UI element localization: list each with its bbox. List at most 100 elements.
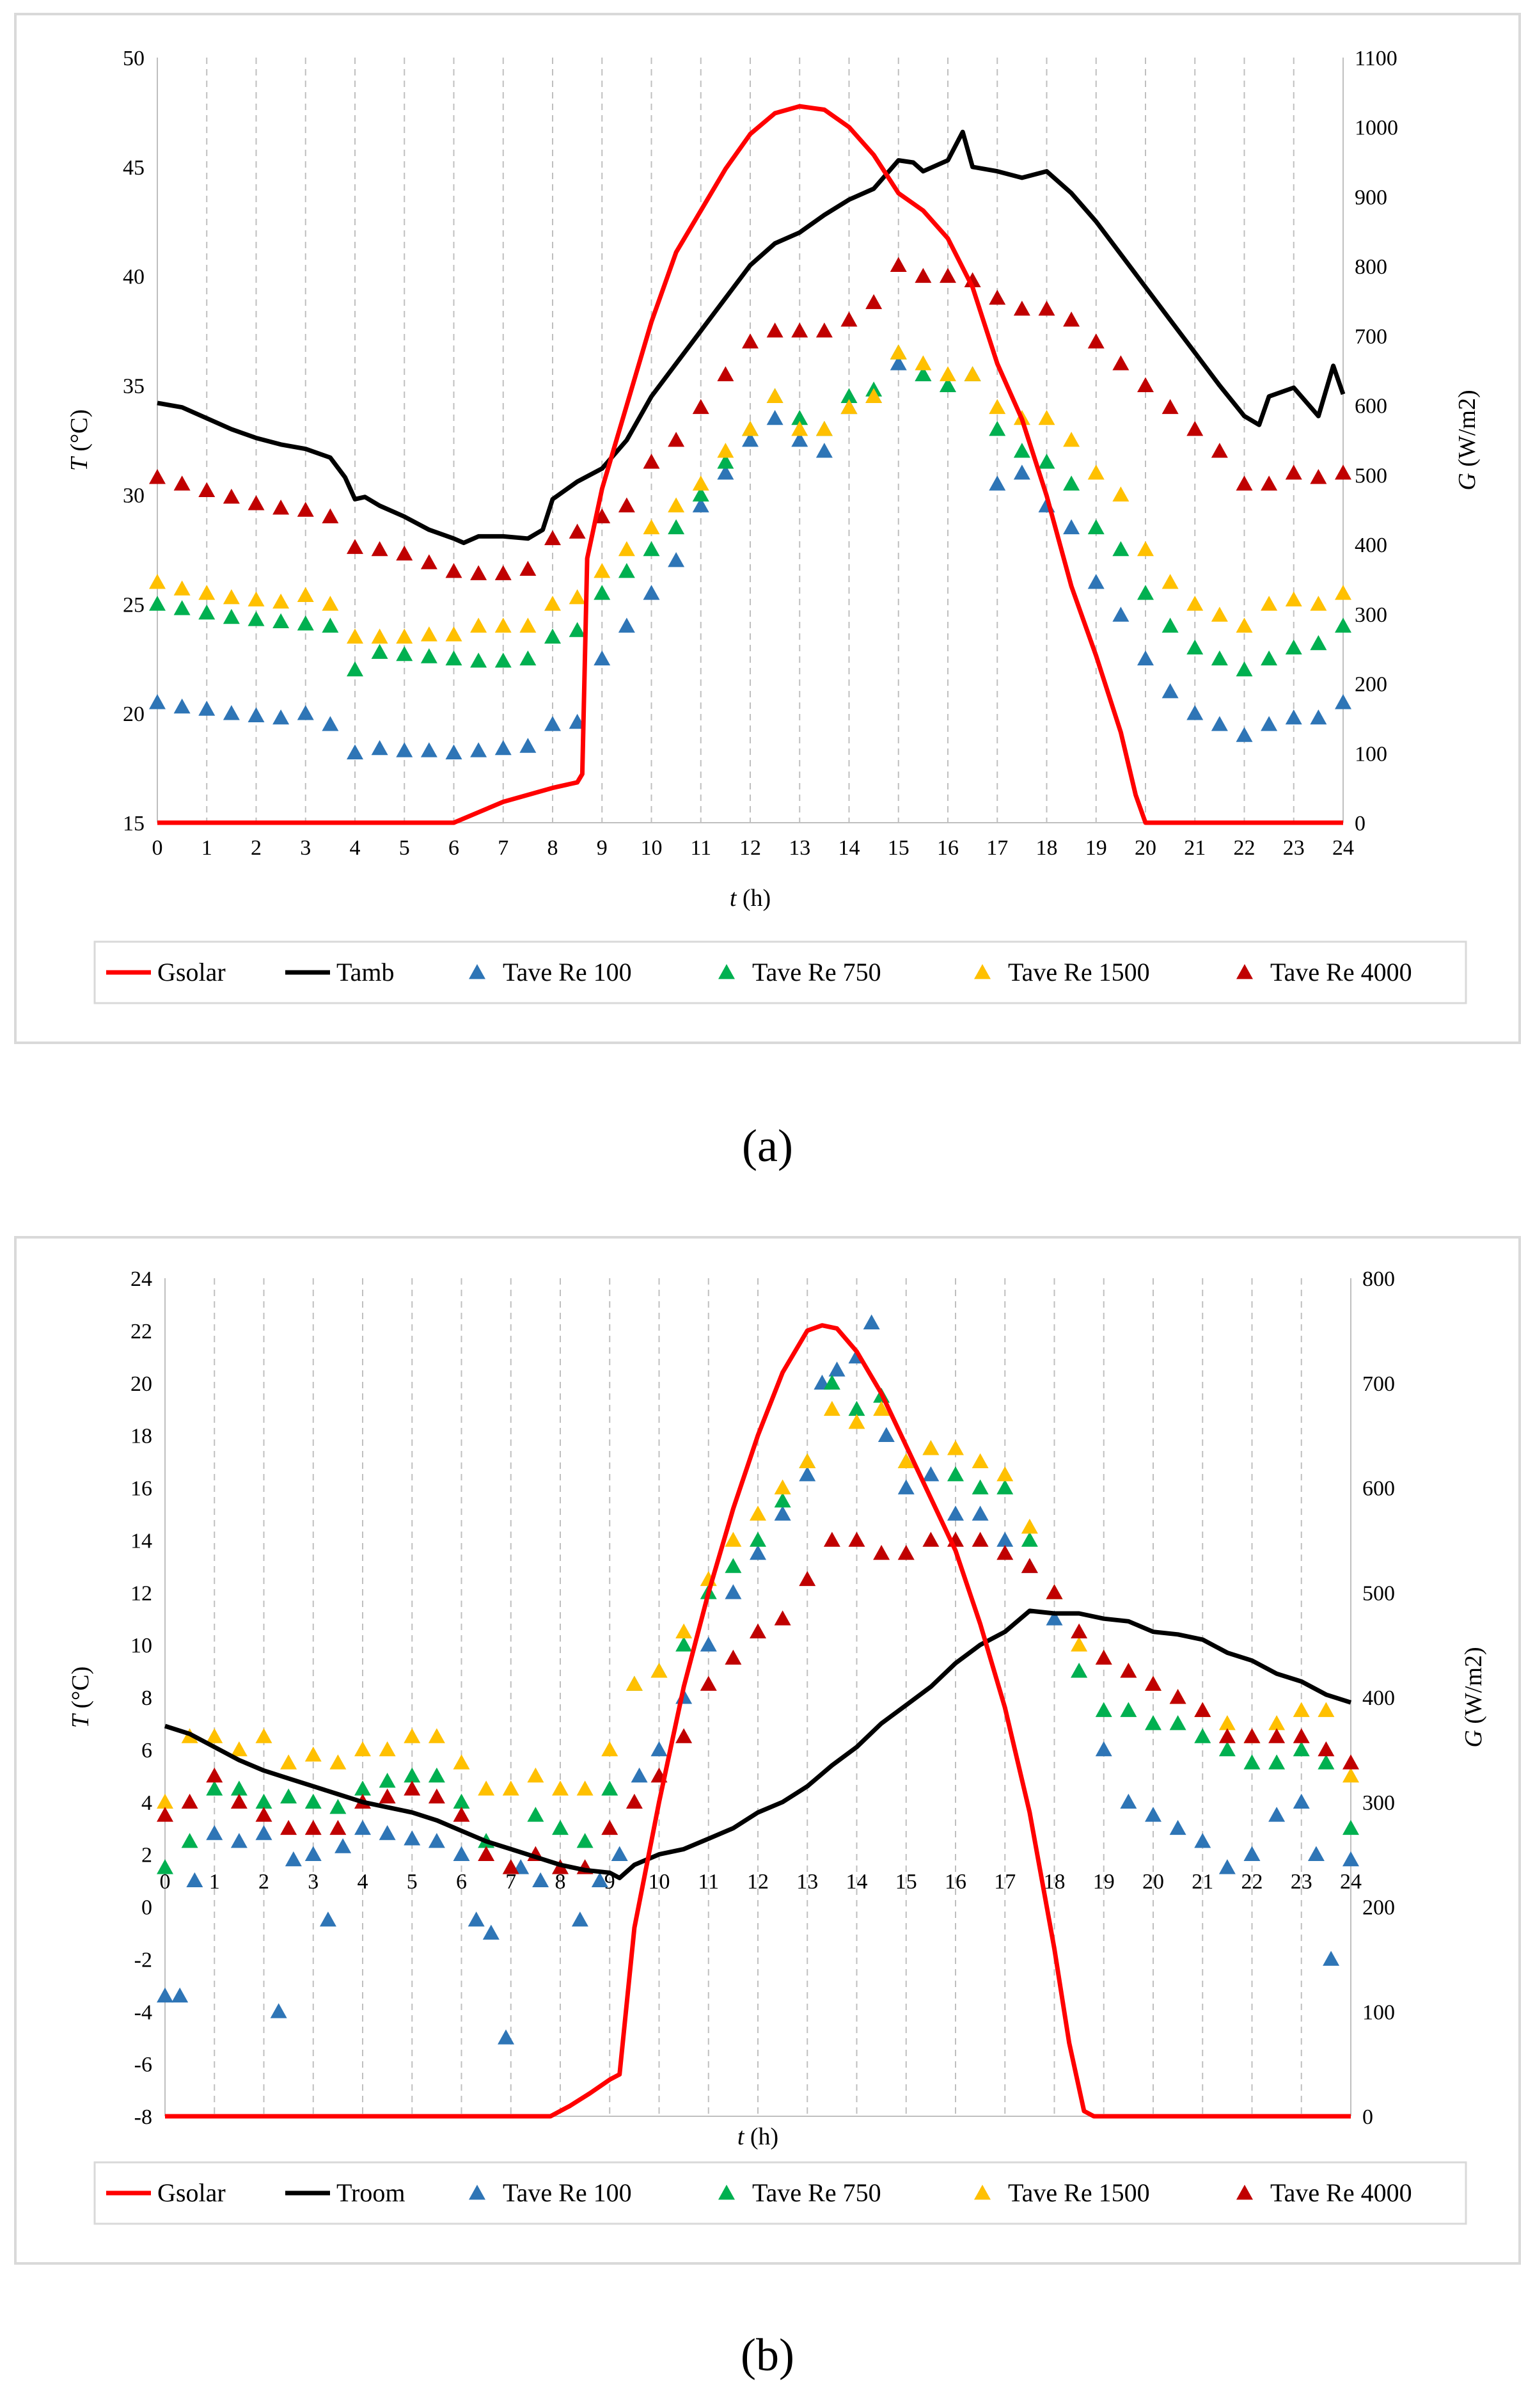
legend-label-tave-re-750: Tave Re 750 <box>752 2178 881 2207</box>
series-point-tave-re-100 <box>725 1584 742 1599</box>
series-point-tave-re-100 <box>611 1846 628 1862</box>
x-tick-label: 8 <box>547 836 558 860</box>
x-tick-label: 3 <box>308 1870 319 1894</box>
series-point-tave-re-750 <box>329 1798 347 1814</box>
series-point-tave-re-4000 <box>1120 1663 1137 1678</box>
series-point-tave-re-100 <box>428 1833 445 1848</box>
series-point-tave-re-100 <box>791 432 808 447</box>
series-point-tave-re-100 <box>897 1479 915 1494</box>
series-point-tave-re-1500 <box>650 1663 668 1678</box>
series-point-tave-re-100 <box>420 742 437 757</box>
series-point-tave-re-750 <box>354 1780 371 1796</box>
series-point-tave-re-750 <box>1095 1702 1112 1717</box>
series-point-tave-re-100 <box>354 1819 371 1835</box>
series-point-tave-re-100 <box>1218 1859 1236 1874</box>
series-point-tave-re-100 <box>272 709 290 725</box>
series-point-tave-re-100 <box>404 1830 421 1846</box>
series-point-tave-re-1500 <box>890 344 907 360</box>
series-point-tave-re-100 <box>1013 464 1030 480</box>
series-point-tave-re-750 <box>601 1780 618 1796</box>
series-point-tave-re-100 <box>631 1767 648 1783</box>
series-point-tave-re-1500 <box>494 617 512 633</box>
series-point-tave-re-1500 <box>742 420 759 436</box>
series-point-tave-re-750 <box>618 563 635 578</box>
series-point-tave-re-4000 <box>255 1807 272 1822</box>
series-point-tave-re-750 <box>668 519 685 535</box>
series-point-tave-re-4000 <box>1112 355 1130 370</box>
series-point-tave-re-1500 <box>1285 591 1302 606</box>
series-point-tave-re-750 <box>1071 1663 1088 1678</box>
series-point-tave-re-1500 <box>322 596 339 611</box>
series-point-tave-re-1500 <box>173 580 191 596</box>
series-point-tave-re-1500 <box>1218 1715 1236 1731</box>
legend-swatch-tave-re-4000 <box>1236 964 1253 979</box>
x-tick-label: 22 <box>1234 836 1256 860</box>
series-point-tave-re-4000 <box>181 1793 198 1809</box>
x-tick-label: 12 <box>747 1870 769 1894</box>
x-tick-label: 18 <box>1036 836 1058 860</box>
series-point-tave-re-4000 <box>1063 312 1080 327</box>
series-point-tave-re-100 <box>1268 1807 1286 1822</box>
y-tick-label: -4 <box>134 2000 152 2024</box>
series-point-tave-re-4000 <box>873 1544 890 1560</box>
series-point-tave-re-750 <box>371 644 388 659</box>
x-tick-label: 12 <box>739 836 761 860</box>
series-point-tave-re-1500 <box>404 1728 421 1743</box>
series-point-tave-re-1500 <box>1161 574 1179 589</box>
chart-a: 0 1 2 3 4 5 6 7 8 9 10 11 12 13 14 15 16 17 18 19 20 21 22 23 24… <box>66 47 1481 1004</box>
series-point-tave-re-750 <box>1335 617 1351 633</box>
series-point-tave-re-750 <box>1063 475 1080 491</box>
x-tick-label: 14 <box>838 836 860 860</box>
series-point-tave-re-750 <box>569 622 586 637</box>
series-point-tave-re-1500 <box>347 628 363 644</box>
series-point-tave-re-750 <box>396 646 413 661</box>
series-point-tave-re-4000 <box>404 1780 421 1796</box>
series-point-tave-re-100 <box>922 1466 940 1482</box>
series-point-tave-re-100 <box>171 1987 189 2003</box>
series-point-tave-re-100 <box>322 716 339 731</box>
series-point-tave-re-750 <box>519 650 537 666</box>
series-point-tave-re-1500 <box>626 1675 643 1691</box>
series-point-tave-re-750 <box>379 1773 396 1788</box>
x-axis-title-symbol: t <box>730 885 737 912</box>
x-tick-label: 24 <box>1332 836 1354 860</box>
series-point-tave-re-1500 <box>618 541 635 557</box>
series-point-tave-re-750 <box>304 1793 322 1809</box>
series-point-tave-re-100 <box>468 1911 485 1927</box>
series-point-tave-re-4000 <box>766 322 783 338</box>
series-point-tave-re-750 <box>544 628 561 644</box>
series-point-tave-re-1500 <box>947 1440 964 1455</box>
series-point-tave-re-750 <box>206 1780 223 1796</box>
y2-axis-title-unit: (W/m2) <box>1454 390 1481 473</box>
legend-swatch-tave-re-1500 <box>974 2185 991 2200</box>
series-point-tave-re-750 <box>470 653 487 668</box>
series-point-tave-re-100 <box>717 464 734 480</box>
x-tick-label: 10 <box>649 1870 670 1894</box>
series-point-tave-re-1500 <box>922 1440 940 1455</box>
series-point-tave-re-1500 <box>198 585 216 600</box>
series-point-tave-re-1500 <box>643 519 660 535</box>
x-tick-label: 21 <box>1192 1870 1213 1894</box>
series-point-tave-re-750 <box>643 541 660 557</box>
y-tick-label: 25 <box>123 593 145 617</box>
series-point-tave-re-750 <box>1169 1715 1186 1731</box>
y-tick-label: 24 <box>130 1267 152 1291</box>
y2-tick-label: 100 <box>1355 742 1387 766</box>
series-point-tave-re-4000 <box>470 565 487 580</box>
series-point-tave-re-100 <box>1293 1793 1310 1809</box>
series-point-tave-re-4000 <box>1218 1728 1236 1743</box>
series-point-tave-re-750 <box>420 648 437 663</box>
series-point-tave-re-100 <box>1307 1846 1325 1862</box>
series-point-tave-re-750 <box>297 615 314 631</box>
series-point-tave-re-100 <box>591 1872 608 1887</box>
y-axis-title-unit: (°C) <box>66 409 93 457</box>
y-tick-label: 22 <box>130 1320 152 1343</box>
series-point-tave-re-4000 <box>1087 333 1105 349</box>
series-point-tave-re-4000 <box>272 499 290 515</box>
series-point-tave-re-100 <box>248 707 265 722</box>
y-tick-label: 12 <box>130 1581 152 1605</box>
y2-tick-label: 0 <box>1355 812 1366 836</box>
series-point-tave-re-1500 <box>1087 464 1105 480</box>
series-point-tave-re-1500 <box>223 589 240 605</box>
x-tick-label: 5 <box>407 1870 418 1894</box>
